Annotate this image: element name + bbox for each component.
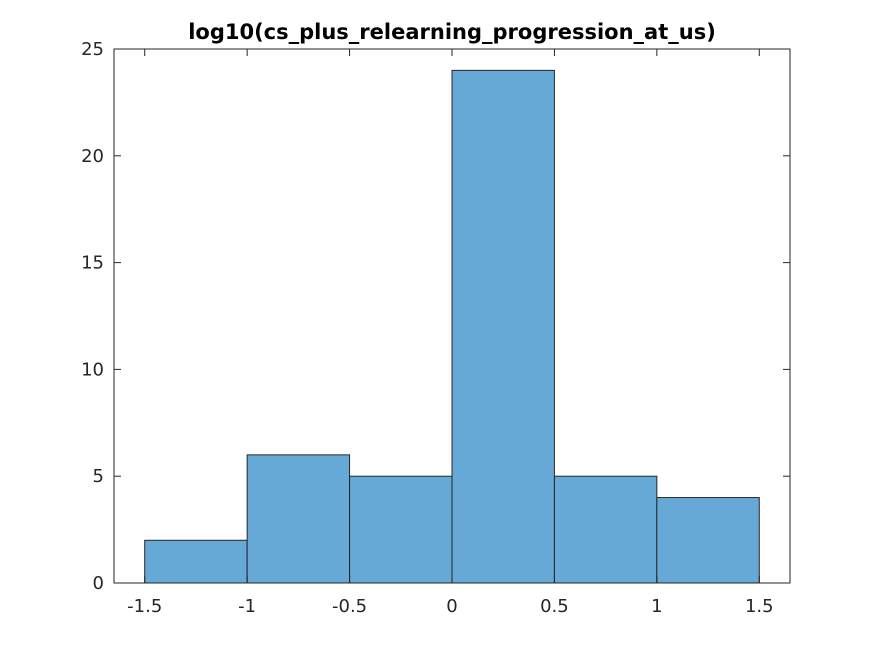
histogram-bar (553, 475, 658, 584)
histogram-bar (246, 454, 351, 584)
histogram-bar (349, 475, 453, 584)
histogram-bar (144, 539, 248, 584)
x-tick-label: -1 (238, 596, 256, 617)
y-tick-label: 15 (81, 253, 104, 274)
chart-title: log10(cs_plus_relearning_progression_at_… (188, 20, 716, 44)
y-tick-label: 0 (93, 573, 104, 594)
y-tick-label: 5 (93, 466, 104, 487)
y-tick-label: 25 (81, 39, 104, 60)
bars-group (144, 69, 760, 584)
x-tick-label: 0.5 (540, 596, 569, 617)
histogram-bar (451, 69, 555, 584)
x-tick-label: -0.5 (332, 596, 367, 617)
y-tick-label: 20 (81, 146, 104, 167)
histogram-bar (656, 497, 760, 584)
x-tick-label: 1.5 (745, 596, 774, 617)
x-tick-label: 1 (651, 596, 662, 617)
ticks-group: -1.5 -1 -0.5 0 0.5 1 1.5 0 5 10 15 20 25 (81, 39, 790, 617)
x-tick-label: -1.5 (127, 596, 162, 617)
x-tick-label: 0 (446, 596, 457, 617)
y-tick-label: 10 (81, 359, 104, 380)
